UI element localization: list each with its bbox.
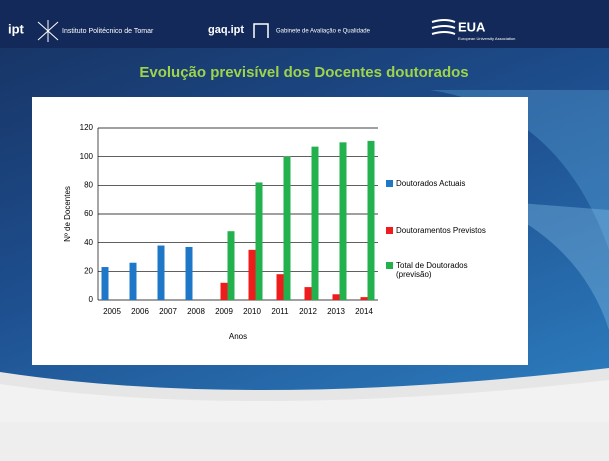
gaq-icon bbox=[253, 23, 269, 38]
eua-name: European University Association bbox=[458, 36, 515, 41]
legend-item: Doutoramentos Previstos bbox=[386, 226, 516, 235]
x-tick-label: 2011 bbox=[271, 307, 289, 316]
x-tick-label: 2012 bbox=[299, 307, 317, 316]
bar bbox=[276, 274, 284, 300]
ipt-icon bbox=[37, 20, 59, 42]
legend-label: Doutorados Actuais bbox=[396, 179, 466, 188]
x-tick-label: 2014 bbox=[355, 307, 373, 316]
ipt-name: Instituto Politécnico de Tomar bbox=[62, 28, 154, 35]
bar bbox=[255, 182, 263, 300]
x-tick-label: 2013 bbox=[327, 307, 345, 316]
swoosh bbox=[480, 200, 609, 330]
legend-item: Doutorados Actuais bbox=[386, 179, 516, 188]
y-tick-label: 20 bbox=[84, 266, 93, 275]
y-tick-label: 40 bbox=[84, 238, 93, 247]
eua-logo: EUA bbox=[458, 19, 486, 34]
bar bbox=[283, 156, 291, 300]
bar bbox=[227, 231, 235, 300]
bar bbox=[220, 282, 228, 300]
legend-swatch bbox=[386, 262, 393, 269]
x-tick-label: 2005 bbox=[103, 307, 121, 316]
bar bbox=[339, 142, 347, 300]
y-tick-label: 60 bbox=[84, 209, 93, 218]
bar bbox=[311, 146, 319, 300]
bar bbox=[332, 294, 340, 300]
y-axis-title: Nº de Docentes bbox=[63, 186, 72, 242]
ipt-logo: ipt bbox=[8, 21, 25, 36]
y-tick-label: 100 bbox=[80, 152, 94, 161]
x-tick-label: 2006 bbox=[131, 307, 149, 316]
x-axis-title: Anos bbox=[229, 332, 247, 341]
gaq-logo: gaq.ipt bbox=[208, 24, 244, 36]
gaq-name: Gabinete de Avaliação e Qualidade bbox=[276, 29, 371, 35]
footer bbox=[0, 422, 609, 461]
bar bbox=[248, 249, 256, 300]
legend-swatch bbox=[386, 227, 393, 234]
x-tick-label: 2009 bbox=[215, 307, 233, 316]
slide-title: Evolução previsível dos Docentes doutora… bbox=[139, 64, 468, 81]
legend-item: Total de Doutorados (previsão) bbox=[386, 261, 516, 279]
bar bbox=[157, 245, 165, 300]
bar bbox=[129, 262, 137, 300]
bar bbox=[185, 246, 193, 300]
bar bbox=[101, 267, 109, 300]
y-tick-label: 120 bbox=[80, 123, 94, 132]
bar bbox=[367, 140, 375, 300]
bar bbox=[360, 297, 368, 300]
eua-icon bbox=[431, 19, 456, 35]
bar bbox=[304, 287, 312, 300]
legend-label: Total de Doutorados (previsão) bbox=[396, 261, 468, 279]
y-tick-label: 80 bbox=[84, 180, 93, 189]
legend-swatch bbox=[386, 180, 393, 187]
x-tick-label: 2007 bbox=[159, 307, 177, 316]
x-tick-label: 2010 bbox=[243, 307, 261, 316]
y-tick-label: 0 bbox=[89, 295, 94, 304]
legend-label: Doutoramentos Previstos bbox=[396, 226, 486, 235]
swoosh bbox=[430, 90, 609, 250]
x-tick-label: 2008 bbox=[187, 307, 205, 316]
header-bar bbox=[0, 0, 609, 48]
chart-box bbox=[32, 97, 528, 365]
